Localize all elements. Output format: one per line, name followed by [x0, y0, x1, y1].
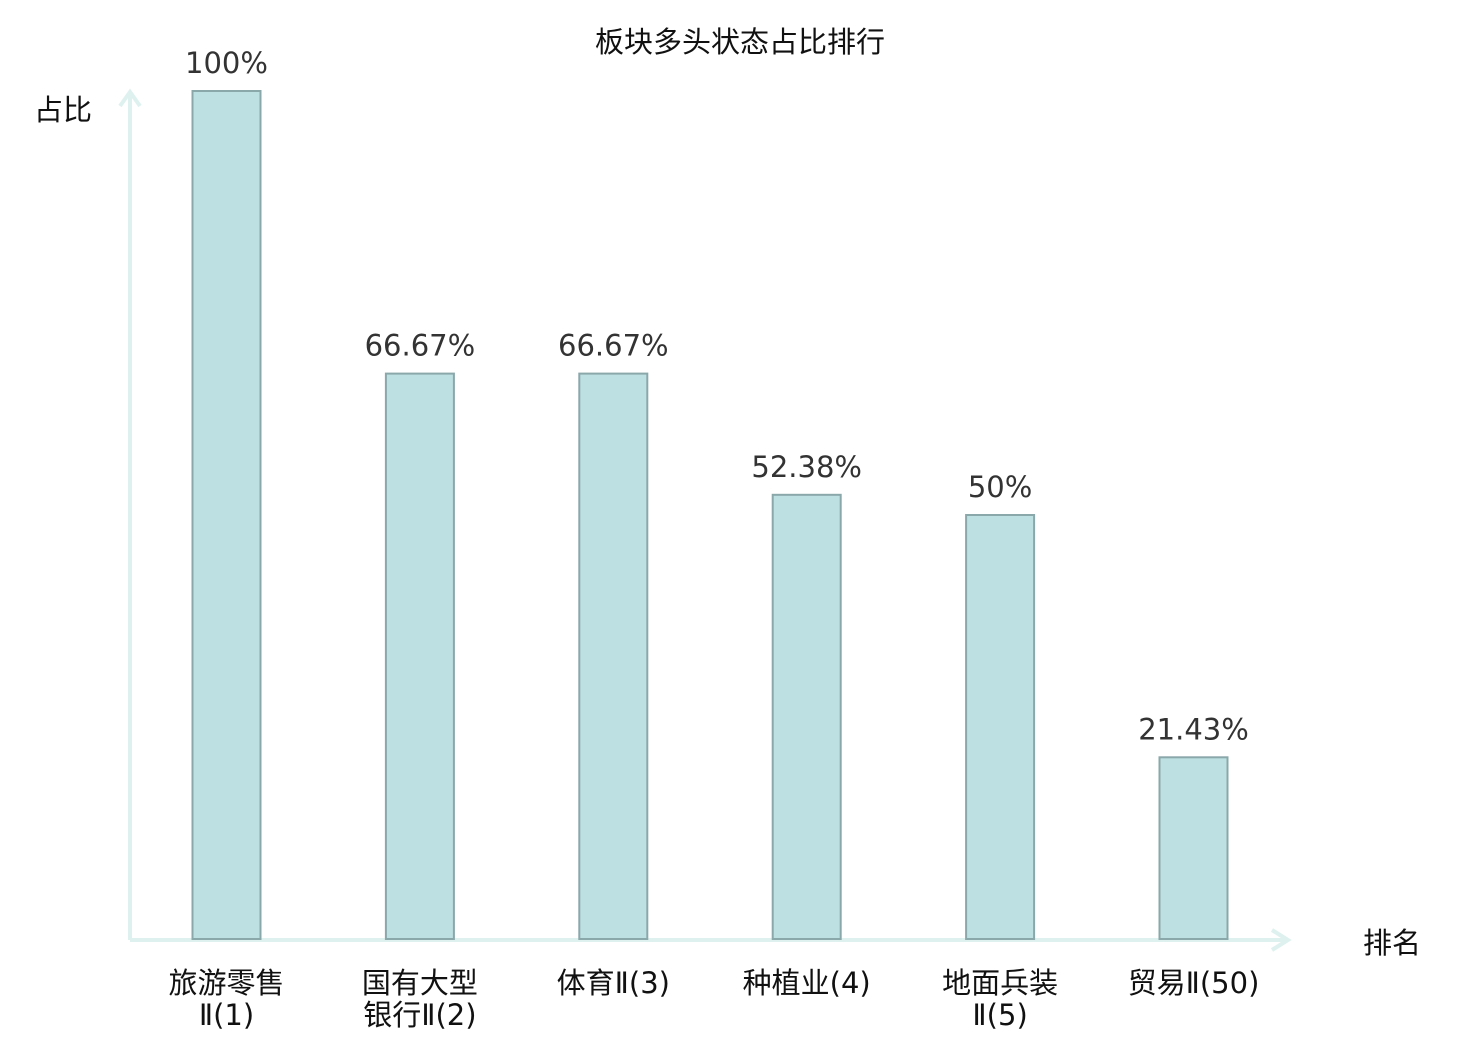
bar-value-label: 21.43%	[1138, 712, 1249, 746]
chart-title: 板块多头状态占比排行	[595, 25, 885, 59]
bar	[578, 372, 649, 941]
y-axis-arrow	[118, 88, 142, 108]
x-tick-label: 种植业(4)	[743, 966, 871, 1000]
bar-value-label: 66.67%	[365, 329, 476, 363]
bars-group	[191, 90, 1229, 941]
bar-value-label: 100%	[185, 46, 268, 80]
x-axis-arrow	[1270, 928, 1292, 952]
bar	[191, 90, 262, 940]
bar	[1158, 756, 1229, 940]
bar	[384, 372, 455, 941]
x-tick-label: 旅游零售 Ⅱ(1)	[168, 966, 284, 1032]
category-labels-group: 旅游零售 Ⅱ(1) 国有大型银行Ⅱ(2) 体育Ⅱ(3) 种植业(4) 地面兵装 Ⅱ(5) 贸易…	[168, 966, 1259, 1032]
value-labels-group: 100% 66.67% 66.67% 52.38% 50% 21.43%	[185, 46, 1249, 746]
bar	[771, 493, 842, 940]
x-tick-label: 地面兵装 Ⅱ(5)	[942, 966, 1058, 1032]
x-axis-label: 排名	[1363, 926, 1421, 960]
x-tick-label: 体育Ⅱ(3)	[557, 966, 670, 1000]
bar-value-label: 66.67%	[558, 329, 669, 363]
x-tick-label: 国有大型银行Ⅱ(2)	[362, 966, 478, 1032]
bar-value-label: 50%	[968, 470, 1032, 504]
bar	[965, 514, 1036, 940]
y-axis-label: 占比	[34, 93, 92, 127]
bar-value-label: 52.38%	[751, 450, 862, 484]
x-tick-label: 贸易Ⅱ(50)	[1128, 966, 1260, 1000]
